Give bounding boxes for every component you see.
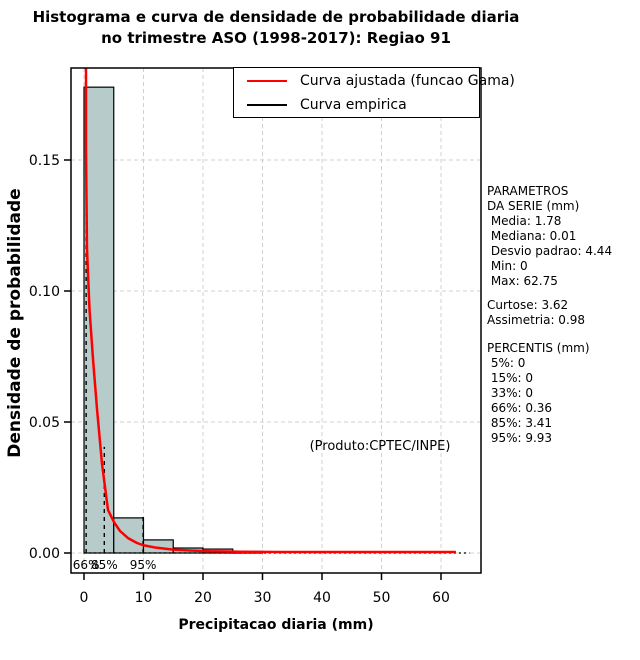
stats-line: PARAMETROS [487, 184, 569, 198]
y-axis-label: Densidade de probabilidade [5, 188, 25, 458]
stats-line: 5%: 0 [487, 356, 526, 370]
x-tick-label: 0 [80, 590, 89, 606]
stats-line: Desvio padrao: 4.44 [487, 244, 613, 258]
stats-line: 33%: 0 [487, 386, 533, 400]
stats-line: PERCENTIS (mm) [487, 341, 590, 355]
stats-line: 66%: 0.36 [487, 401, 553, 415]
x-tick-label: 10 [135, 590, 153, 606]
plot-box [70, 67, 482, 574]
legend-item-empirical: Curva empirica [234, 96, 479, 114]
chart-title-line1: Histograma e curva de densidade de proba… [32, 8, 520, 26]
stats-line: Max: 62.75 [487, 274, 558, 288]
stats-line: 15%: 0 [487, 371, 533, 385]
fitted-curve [84, 68, 456, 554]
legend-box: Curva ajustada (funcao Gama) Curva empir… [233, 67, 515, 118]
stats-line: Media: 1.78 [487, 214, 562, 228]
product-annotation: (Produto:CPTEC/INPE) [309, 439, 451, 454]
stats-line: DA SERIE (mm) [487, 199, 580, 213]
x-tick-label: 20 [194, 590, 212, 606]
y-tick-label: 0.05 [29, 415, 60, 431]
y-tick-label: 0.15 [29, 153, 60, 169]
fitted-curve-line-icon [247, 79, 287, 82]
x-tick-label: 50 [373, 590, 391, 606]
x-tick-label: 30 [254, 590, 272, 606]
percentile-label: 85% [91, 558, 118, 572]
legend-item-fitted: Curva ajustada (funcao Gama) [234, 72, 515, 90]
y-tick-label: 0.00 [29, 546, 60, 562]
chart-title-line2: no trimestre ASO (1998-2017): Regiao 91 [101, 29, 451, 47]
stats-series-block: PARAMETROS DA SERIE (mm) Media: 1.78 Medi… [487, 184, 612, 289]
stats-line: Min: 0 [487, 259, 528, 273]
percentile-label: 66% [73, 558, 100, 572]
legend-label-fitted: Curva ajustada (funcao Gama) [300, 72, 515, 89]
percentile-label: 95% [130, 558, 157, 572]
stats-percentis-block: PERCENTIS (mm) 5%: 0 15%: 0 33%: 0 66%: … [487, 341, 590, 446]
stats-line: Assimetria: 0.98 [487, 313, 586, 327]
x-axis-label: Precipitacao diaria (mm) [178, 617, 374, 633]
histogram-bar [113, 517, 145, 554]
x-tick-label: 40 [313, 590, 331, 606]
x-tick-label: 60 [432, 590, 450, 606]
legend-label-empirical: Curva empirica [300, 96, 407, 113]
stats-line: Mediana: 0.01 [487, 229, 577, 243]
stats-line: Curtose: 3.62 [487, 298, 569, 312]
stats-line: 95%: 9.93 [487, 431, 553, 445]
histogram-bar [83, 86, 115, 554]
stats-line: 85%: 3.41 [487, 416, 553, 430]
empirical-curve-line-icon [247, 103, 287, 106]
y-tick-label: 0.10 [29, 284, 60, 300]
stats-moments-block: Curtose: 3.62 Assimetria: 0.98 [487, 298, 585, 328]
